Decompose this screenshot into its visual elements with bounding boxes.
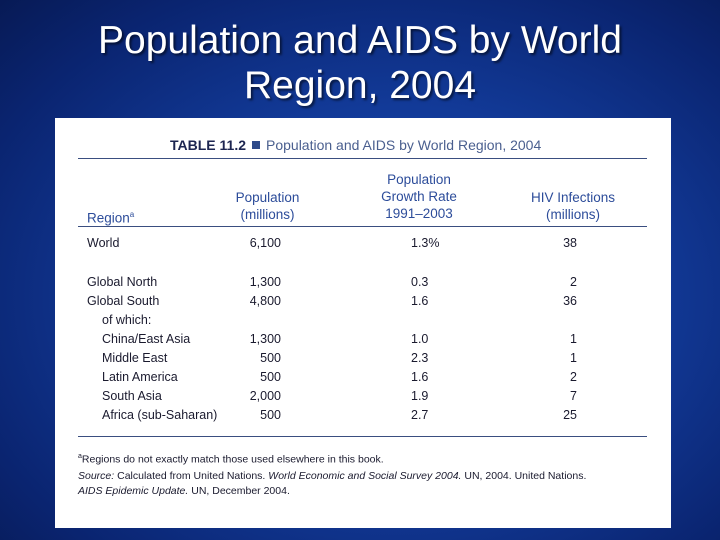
cell-region: China/East Asia xyxy=(102,332,191,346)
source-label: Source: xyxy=(78,470,115,482)
table-row: Latin America 500 1.6 2 xyxy=(55,370,671,389)
cell-population: 500 xyxy=(260,408,281,422)
cell-hiv: 1 xyxy=(570,351,577,365)
table-row: of which: xyxy=(55,313,671,332)
source-title-1: World Economic and Social Survey 2004. xyxy=(268,470,462,482)
cell-region: South Asia xyxy=(102,389,162,403)
cell-region: of which: xyxy=(102,313,152,327)
table-number: TABLE 11.2 xyxy=(170,137,246,153)
table-source-line-1: Source: Calculated from United Nations. … xyxy=(78,470,587,482)
table-row: Global South 4,800 1.6 36 xyxy=(55,294,671,313)
table-image-panel: TABLE 11.2 Population and AIDS by World R… xyxy=(55,118,671,528)
cell-population: 500 xyxy=(260,351,281,365)
bottom-rule xyxy=(78,436,647,437)
cell-region: Global South xyxy=(87,294,160,308)
cell-growth: 1.3% xyxy=(411,236,440,250)
cell-growth: 2.7 xyxy=(411,408,429,422)
cell-hiv: 2 xyxy=(570,370,577,384)
cell-region: Global North xyxy=(87,275,158,289)
source-title-2: AIDS Epidemic Update. xyxy=(78,485,189,497)
slide-title-line-2: Region, 2004 xyxy=(243,64,477,107)
cell-growth: 1.6 xyxy=(411,370,429,384)
cell-hiv: 38 xyxy=(563,236,577,250)
cell-population: 1,300 xyxy=(249,275,281,289)
cell-population: 1,300 xyxy=(249,332,281,346)
table-row: World 6,100 1.3% 38 xyxy=(55,236,671,255)
table-row: China/East Asia 1,300 1.0 1 xyxy=(55,332,671,351)
cell-population: 2,000 xyxy=(249,389,281,403)
table-source-line-2: AIDS Epidemic Update. UN, December 2004. xyxy=(78,485,290,497)
top-rule xyxy=(78,158,647,159)
slide-title: Population and AIDS by World Region, 200… xyxy=(0,18,720,108)
table-row: Middle East 500 2.3 1 xyxy=(55,351,671,370)
cell-growth: 1.0 xyxy=(411,332,429,346)
table-caption: TABLE 11.2 Population and AIDS by World R… xyxy=(170,137,541,153)
table-row: South Asia 2,000 1.9 7 xyxy=(55,389,671,408)
cell-population: 6,100 xyxy=(249,236,281,250)
cell-growth: 0.3 xyxy=(411,275,429,289)
cell-population: 4,800 xyxy=(249,294,281,308)
table-row: Africa (sub-Saharan) 500 2.7 25 xyxy=(55,408,671,427)
cell-region: World xyxy=(87,236,120,250)
header-region-note: a xyxy=(129,210,135,219)
footnote-marker: a xyxy=(78,453,82,460)
cell-hiv: 1 xyxy=(570,332,577,346)
table-footnote: aRegions do not exactly match those used… xyxy=(78,453,384,466)
cell-growth: 1.9 xyxy=(411,389,429,403)
caption-square-icon xyxy=(252,141,260,149)
cell-hiv: 25 xyxy=(563,408,577,422)
cell-hiv: 2 xyxy=(570,275,577,289)
header-growth-rate: Population Growth Rate 1991–2003 xyxy=(381,172,457,221)
slide-title-line-1: Population and AIDS by World xyxy=(98,19,622,62)
table-row: Global North 1,300 0.3 2 xyxy=(55,275,671,294)
cell-hiv: 7 xyxy=(570,389,577,403)
header-rule xyxy=(78,226,647,227)
cell-growth: 1.6 xyxy=(411,294,429,308)
header-population: Population (millions) xyxy=(235,190,300,222)
cell-growth: 2.3 xyxy=(411,351,429,365)
cell-region: Latin America xyxy=(102,370,178,384)
header-region: Regiona xyxy=(87,210,135,226)
cell-hiv: 36 xyxy=(563,294,577,308)
cell-region: Africa (sub-Saharan) xyxy=(102,408,218,422)
table-title: Population and AIDS by World Region, 200… xyxy=(266,137,542,153)
cell-population: 500 xyxy=(260,370,281,384)
cell-region: Middle East xyxy=(102,351,168,365)
header-hiv-infections: HIV Infections (millions) xyxy=(530,190,616,222)
